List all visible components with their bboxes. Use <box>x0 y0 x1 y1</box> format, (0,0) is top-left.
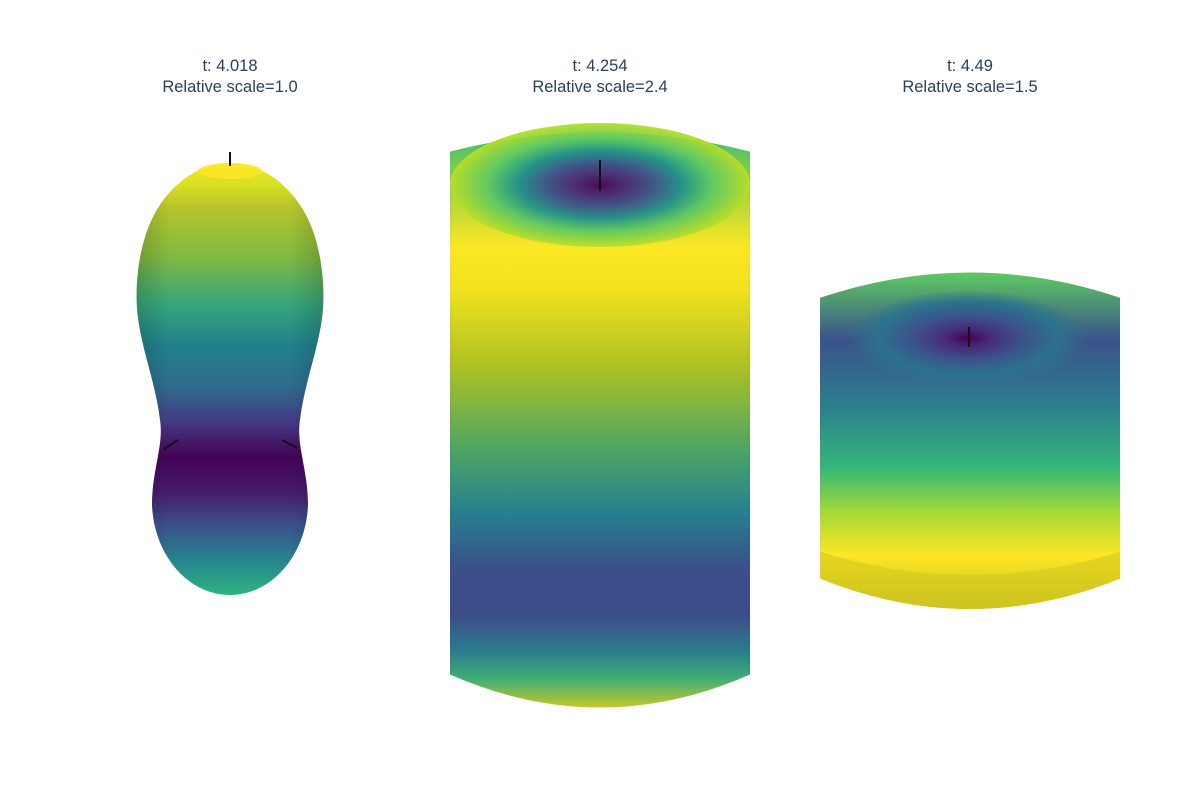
3d-surface[interactable] <box>810 0 1130 800</box>
relative-scale-label: Relative scale=1.5 <box>902 78 1038 96</box>
subplot-1[interactable]: t: 4.018 Relative scale=1.0 <box>70 0 390 800</box>
subplot-title-3: t: 4.49 Relative scale=1.5 <box>810 56 1130 98</box>
right-axis-stick <box>281 439 298 449</box>
left-axis-stick <box>163 439 179 450</box>
subplot-3[interactable]: t: 4.49 Relative scale=1.5 <box>810 0 1130 800</box>
relative-scale-label: Relative scale=2.4 <box>532 78 668 96</box>
cylinder-shading <box>450 132 750 708</box>
relative-scale-label: Relative scale=1.0 <box>162 78 298 96</box>
subplot-title-2: t: 4.254 Relative scale=2.4 <box>440 56 760 98</box>
time-label: t: 4.254 <box>572 57 628 75</box>
time-label: t: 4.018 <box>202 57 258 75</box>
peanut-shading <box>136 163 324 595</box>
subplot-2[interactable]: t: 4.254 Relative scale=2.4 <box>440 0 760 800</box>
cap-bottom-band <box>820 551 1120 609</box>
3d-surface[interactable] <box>440 0 760 800</box>
time-label: t: 4.49 <box>947 57 993 75</box>
subplot-title-1: t: 4.018 Relative scale=1.0 <box>70 56 390 98</box>
top-highlight <box>198 163 262 179</box>
3d-surface[interactable] <box>70 0 390 800</box>
